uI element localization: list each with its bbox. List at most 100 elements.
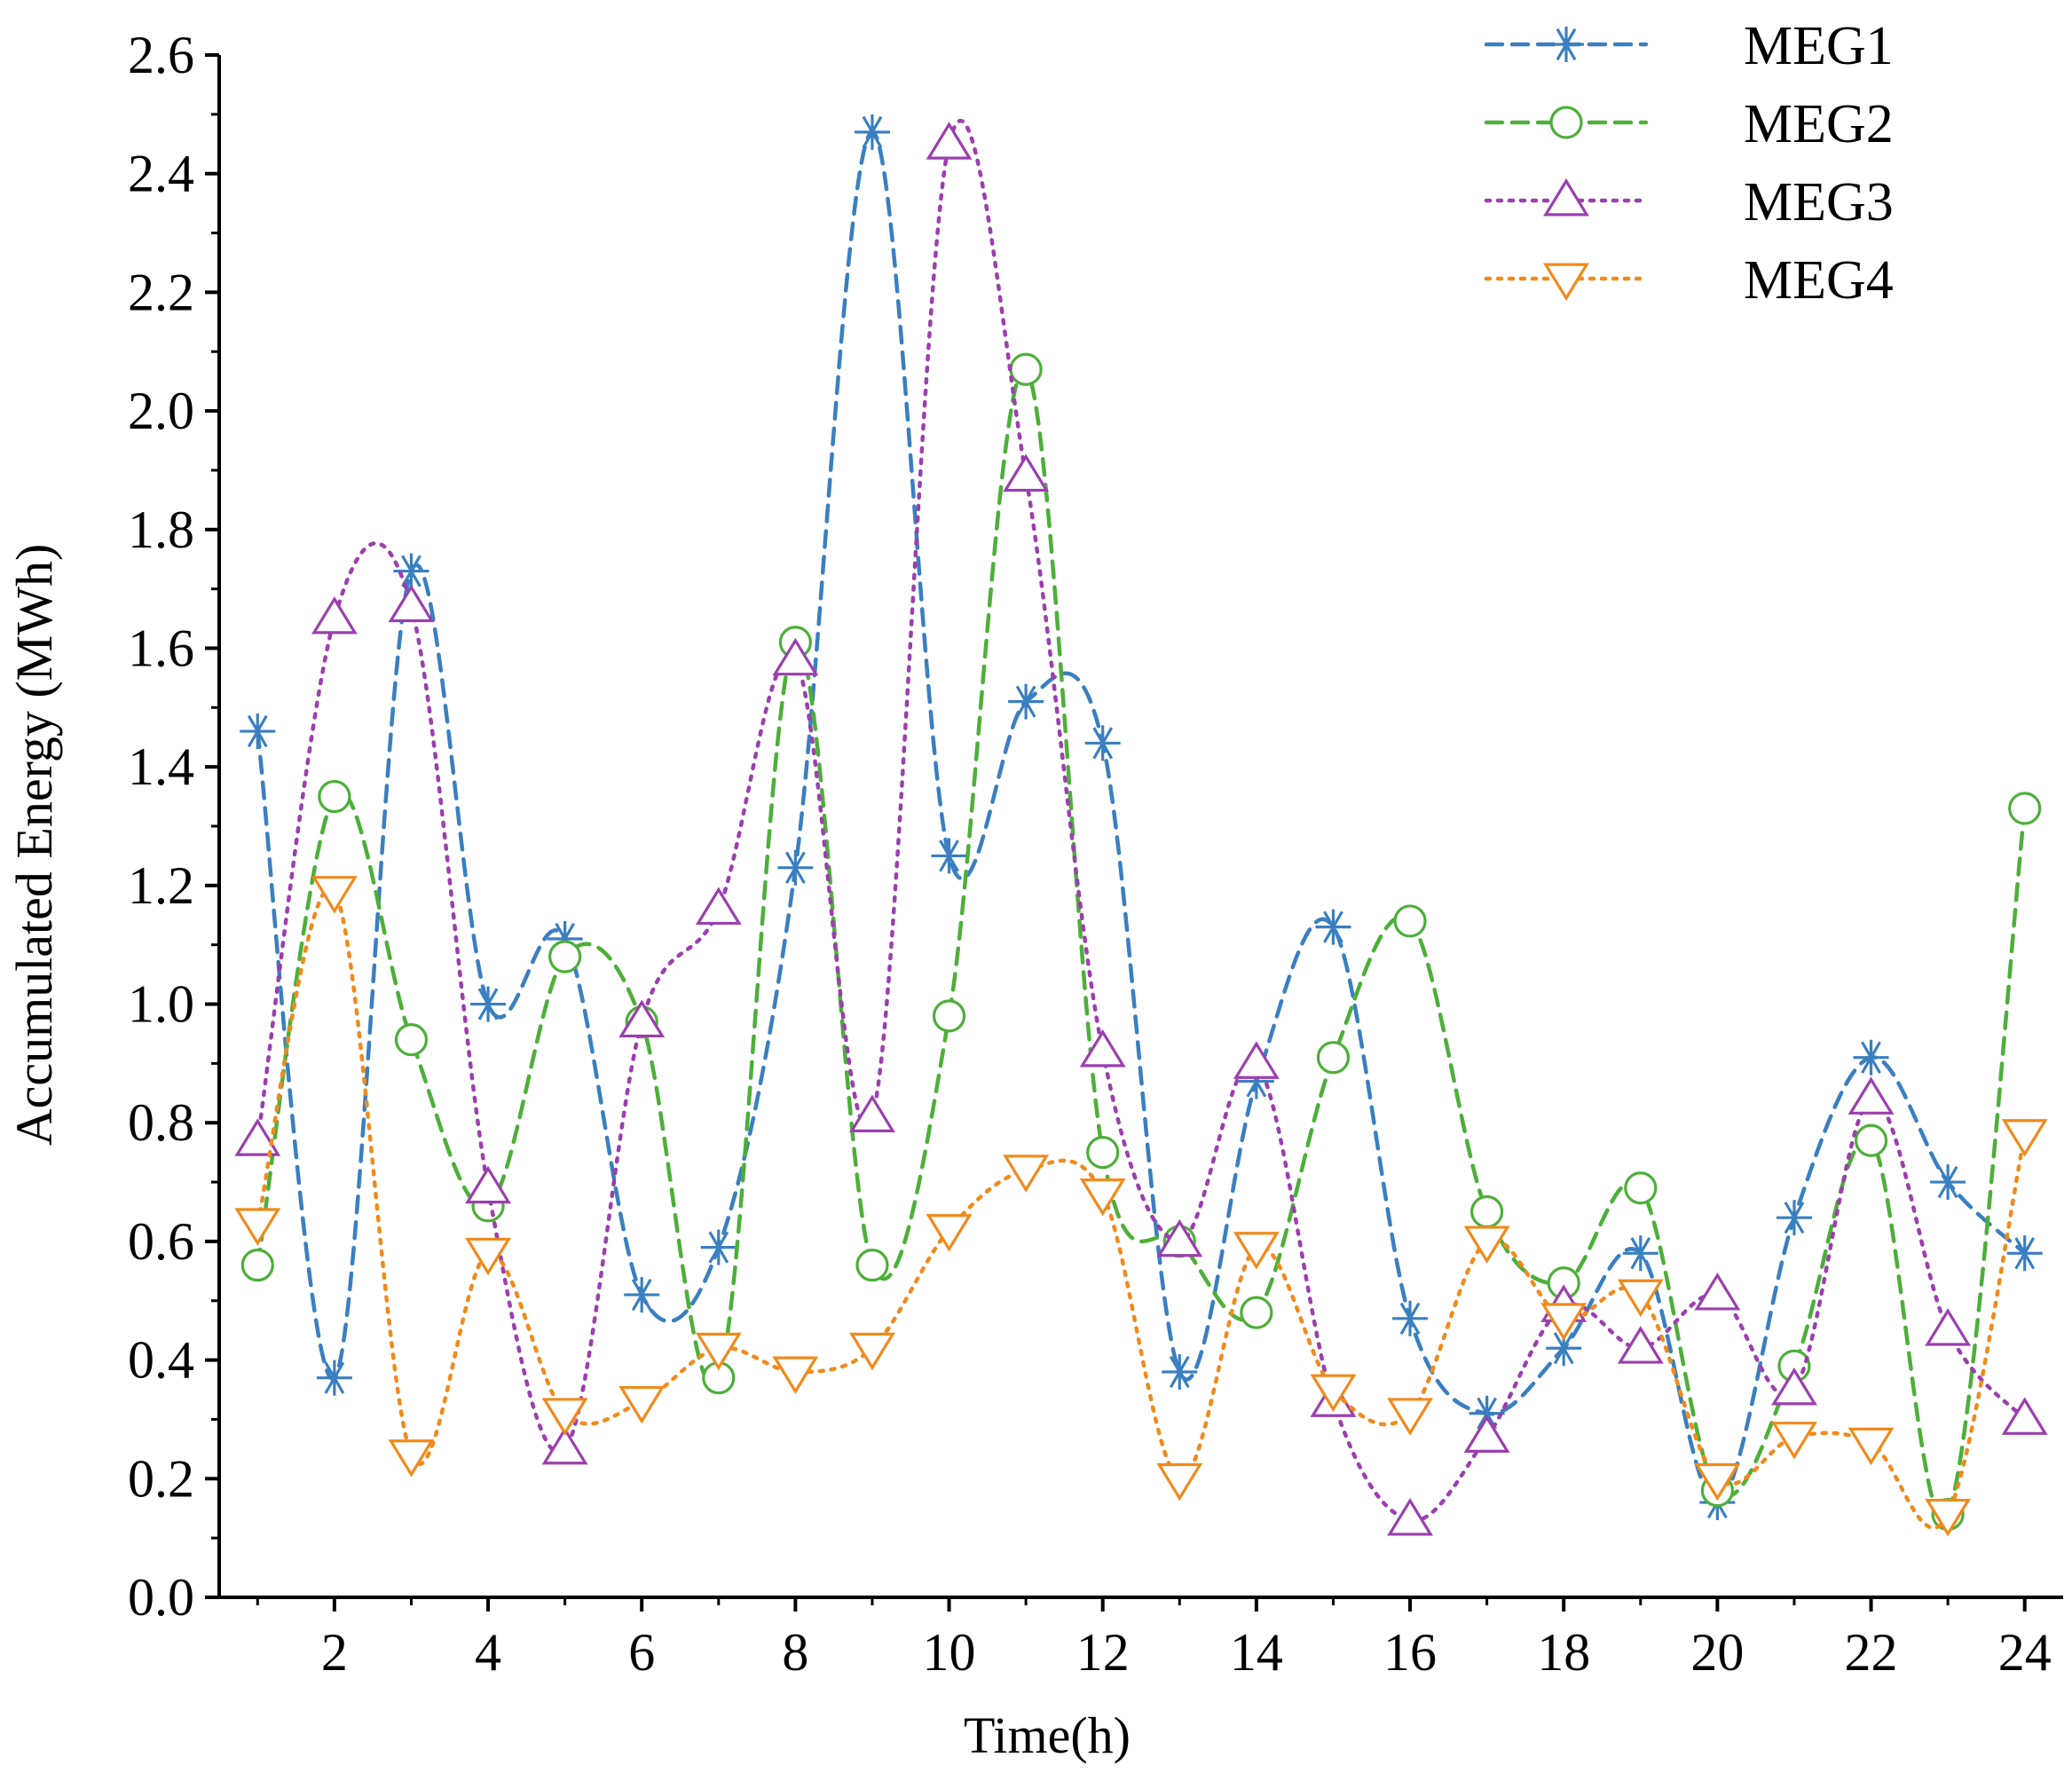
data-point (316, 1359, 352, 1396)
data-point (700, 1229, 737, 1265)
data-point (618, 999, 666, 1038)
data-point (1156, 1462, 1203, 1501)
legend-marker (1543, 177, 1589, 217)
data-point (1463, 1226, 1510, 1264)
series-meg3 (234, 118, 2048, 1536)
data-point (1086, 1136, 1120, 1170)
data-point (1540, 1303, 1587, 1341)
data-point (926, 1214, 973, 1252)
y-tick-label: 2.4 (128, 145, 194, 203)
data-point (1622, 1235, 1658, 1272)
data-point (1470, 1194, 1504, 1229)
data-point (1694, 1462, 1741, 1501)
legend-item-meg4: MEG4 (1484, 250, 1894, 311)
data-point (1925, 1308, 1972, 1346)
y-tick-label: 0.0 (128, 1568, 194, 1627)
data-point (1156, 1218, 1203, 1257)
legend-marker (1543, 263, 1589, 302)
data-point (1930, 1164, 1966, 1201)
data-point (855, 1249, 889, 1282)
data-point (849, 1332, 895, 1371)
data-point (1003, 1155, 1050, 1193)
series-line (256, 118, 2027, 1523)
data-point (1233, 1232, 1280, 1270)
legend-label: MEG3 (1744, 172, 1894, 232)
data-point (541, 1426, 588, 1465)
legend-marker (1548, 27, 1584, 62)
x-tick-label: 4 (475, 1623, 501, 1682)
x-tick-label: 2 (321, 1623, 348, 1682)
x-tick-label: 10 (923, 1623, 976, 1682)
data-point (1771, 1422, 1817, 1460)
data-point (932, 999, 966, 1033)
data-point (2006, 1235, 2043, 1272)
data-point (1387, 1398, 1433, 1436)
y-tick-label: 1.0 (128, 975, 194, 1034)
data-point (470, 986, 507, 1022)
y-tick-label: 1.6 (128, 619, 194, 677)
data-point (1315, 909, 1351, 945)
data-point (1617, 1279, 1664, 1318)
data-point (1694, 1273, 1741, 1311)
y-tick-label: 0.4 (128, 1331, 194, 1390)
data-point (2008, 792, 2042, 825)
data-point (1925, 1498, 1972, 1537)
y-tick-label: 2.2 (128, 263, 194, 321)
data-point (931, 838, 967, 874)
legend-marker (1549, 106, 1583, 139)
data-point (1392, 1300, 1429, 1336)
x-tick-label: 14 (1230, 1623, 1283, 1682)
data-point (393, 553, 429, 589)
x-tick-label: 8 (782, 1623, 808, 1682)
x-tick-label: 20 (1690, 1623, 1744, 1682)
series-line (256, 130, 2027, 1505)
data-point (240, 713, 276, 750)
data-point (318, 779, 351, 814)
series-meg4 (234, 876, 2048, 1537)
data-point (1240, 1296, 1273, 1329)
series-line (256, 366, 2027, 1522)
data-point (234, 1208, 281, 1246)
data-point (854, 114, 890, 150)
axes: 0.0 0.2 0.4 0.6 0.8 1.0 1.2 1.4 1.6 1.8 2.0 2.2 2.4 2… (128, 26, 2063, 1682)
data-point (1387, 1498, 1433, 1536)
x-axis-title: Time(h) (964, 1706, 1131, 1764)
x-tick-label: 12 (1076, 1623, 1130, 1682)
y-tick-label: 0.6 (128, 1212, 194, 1271)
legend-label: MEG2 (1744, 94, 1894, 154)
data-point (1310, 1374, 1357, 1413)
legend-item-meg2: MEG2 (1484, 94, 1894, 154)
data-point (1393, 904, 1427, 938)
data-point (1079, 1028, 1126, 1068)
data-point (388, 1439, 435, 1478)
data-point (465, 1165, 511, 1204)
x-tick-label: 16 (1383, 1623, 1437, 1682)
data-point (311, 595, 358, 634)
data-point (772, 1356, 819, 1395)
y-tick-label: 0.8 (128, 1093, 194, 1152)
legend: MEG1 MEG2 MEG3 MEG4 (1484, 16, 1894, 311)
y-tick-label: 0.2 (128, 1449, 194, 1508)
x-tick-label: 18 (1537, 1623, 1590, 1682)
x-tick-label: 6 (628, 1623, 655, 1682)
data-point (777, 849, 814, 886)
x-tick-label: 22 (1845, 1623, 1898, 1682)
data-point (1617, 1326, 1664, 1364)
data-point (618, 1385, 666, 1424)
series-layer (234, 114, 2048, 1537)
data-point (1079, 1178, 1126, 1217)
data-point (1233, 1041, 1280, 1079)
data-point (695, 1332, 742, 1371)
data-point (1316, 1041, 1351, 1075)
data-point (541, 1398, 588, 1436)
data-point (311, 876, 358, 914)
legend-item-meg1: MEG1 (1484, 16, 1894, 76)
y-tick-label: 2.6 (128, 26, 194, 84)
data-point (1853, 1039, 1889, 1076)
y-tick-label: 1.8 (128, 500, 194, 559)
data-point (695, 887, 742, 926)
data-point (1776, 1200, 1812, 1236)
data-point (624, 1277, 660, 1313)
